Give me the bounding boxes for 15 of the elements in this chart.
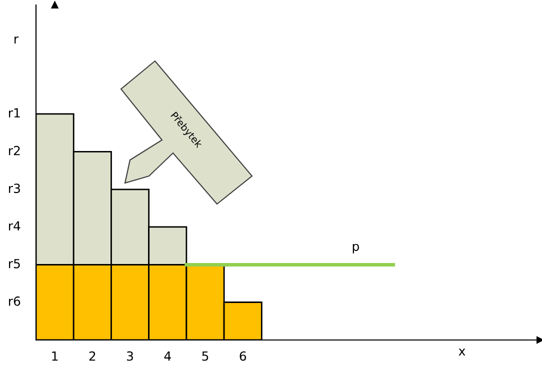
- text: r: [14, 36, 19, 44]
- text: r6: [9, 296, 20, 306]
- text: r2: [9, 146, 20, 156]
- x-tick-label: 3: [127, 351, 134, 361]
- x-tick-label: 2: [89, 351, 96, 361]
- x-tick-label: 6: [240, 351, 246, 361]
- text: x: [458, 348, 466, 356]
- ref-line-label: p: [352, 244, 359, 254]
- text: r3: [9, 184, 20, 194]
- x-tick-label: 1: [52, 351, 58, 361]
- x-tick-label: 5: [202, 351, 208, 361]
- text: r5: [9, 259, 20, 268]
- x-tick-label: 4: [164, 351, 171, 361]
- text: r1: [9, 108, 20, 118]
- text: r4: [9, 221, 20, 230]
